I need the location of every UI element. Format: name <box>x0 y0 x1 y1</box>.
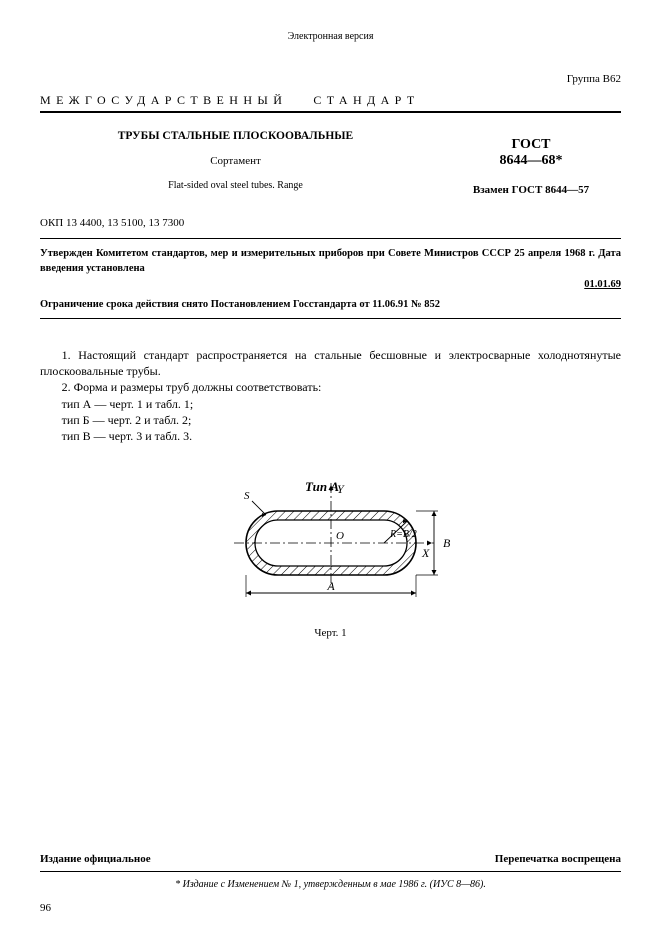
svg-text:X: X <box>421 546 430 560</box>
gost-number: ГОСТ 8644—68* <box>441 137 621 169</box>
title-russian: ТРУБЫ СТАЛЬНЫЕ ПЛОСКООВАЛЬНЫЕ <box>40 129 431 145</box>
gost-num-value: 8644—68* <box>500 153 563 168</box>
spaced-word-1: МЕЖГОСУДАРСТВЕННЫЙ <box>40 93 287 107</box>
spaced-word-2: СТАНДАРТ <box>313 93 419 107</box>
title-right: ГОСТ 8644—68* Взамен ГОСТ 8644—57 <box>441 129 621 198</box>
replaces-text: Взамен ГОСТ 8644—57 <box>441 183 621 198</box>
rule-footer <box>40 871 621 872</box>
paragraph-2: 2. Форма и размеры труб должны соответст… <box>40 379 621 395</box>
title-subtitle: Сортамент <box>40 154 431 169</box>
group-code: Группа В62 <box>40 72 621 87</box>
gost-label: ГОСТ <box>511 137 550 152</box>
svg-text:A: A <box>326 579 335 593</box>
page-number: 96 <box>40 901 621 916</box>
footnote: * Издание с Изменением № 1, утвержденным… <box>40 878 621 892</box>
body-text: 1. Настоящий стандарт распространяется н… <box>40 347 621 444</box>
rule-okp <box>40 238 621 239</box>
approval-block: Утвержден Комитетом стандартов, мер и из… <box>40 247 621 312</box>
limitation-text: Ограничение срока действия снято Постано… <box>40 298 621 312</box>
svg-text:Тип А: Тип А <box>305 479 339 494</box>
electronic-version-label: Электронная версия <box>40 30 621 44</box>
standard-category-title: МЕЖГОСУДАРСТВЕННЫЙ СТАНДАРТ <box>40 92 621 108</box>
svg-text:R=B/2: R=B/2 <box>389 529 417 540</box>
rule-approval <box>40 318 621 319</box>
footer: Издание официальное Перепечатка воспреще… <box>40 852 621 916</box>
list-line-1: тип А — черт. 1 и табл. 1; <box>40 396 621 412</box>
title-left: ТРУБЫ СТАЛЬНЫЕ ПЛОСКООВАЛЬНЫЕ Сортамент … <box>40 129 441 198</box>
rule-top <box>40 111 621 113</box>
svg-text:S: S <box>244 490 250 502</box>
effective-date: 01.01.69 <box>40 278 621 292</box>
tube-diagram: ABR=B/2SYXOТип А <box>211 458 451 618</box>
svg-text:O: O <box>336 530 344 542</box>
svg-text:B: B <box>443 536 451 550</box>
okp-codes: ОКП 13 4400, 13 5100, 13 7300 <box>40 216 621 231</box>
title-english: Flat-sided oval steel tubes. Range <box>40 179 431 193</box>
diagram-block: ABR=B/2SYXOТип А Черт. 1 <box>40 458 621 641</box>
footer-right: Перепечатка воспрещена <box>495 852 621 867</box>
title-block: ТРУБЫ СТАЛЬНЫЕ ПЛОСКООВАЛЬНЫЕ Сортамент … <box>40 129 621 198</box>
diagram-caption: Черт. 1 <box>40 626 621 641</box>
list-line-2: тип Б — черт. 2 и табл. 2; <box>40 412 621 428</box>
footer-left: Издание официальное <box>40 852 151 867</box>
paragraph-1: 1. Настоящий стандарт распространяется н… <box>40 347 621 379</box>
approval-text: Утвержден Комитетом стандартов, мер и из… <box>40 247 621 275</box>
list-line-3: тип В — черт. 3 и табл. 3. <box>40 428 621 444</box>
